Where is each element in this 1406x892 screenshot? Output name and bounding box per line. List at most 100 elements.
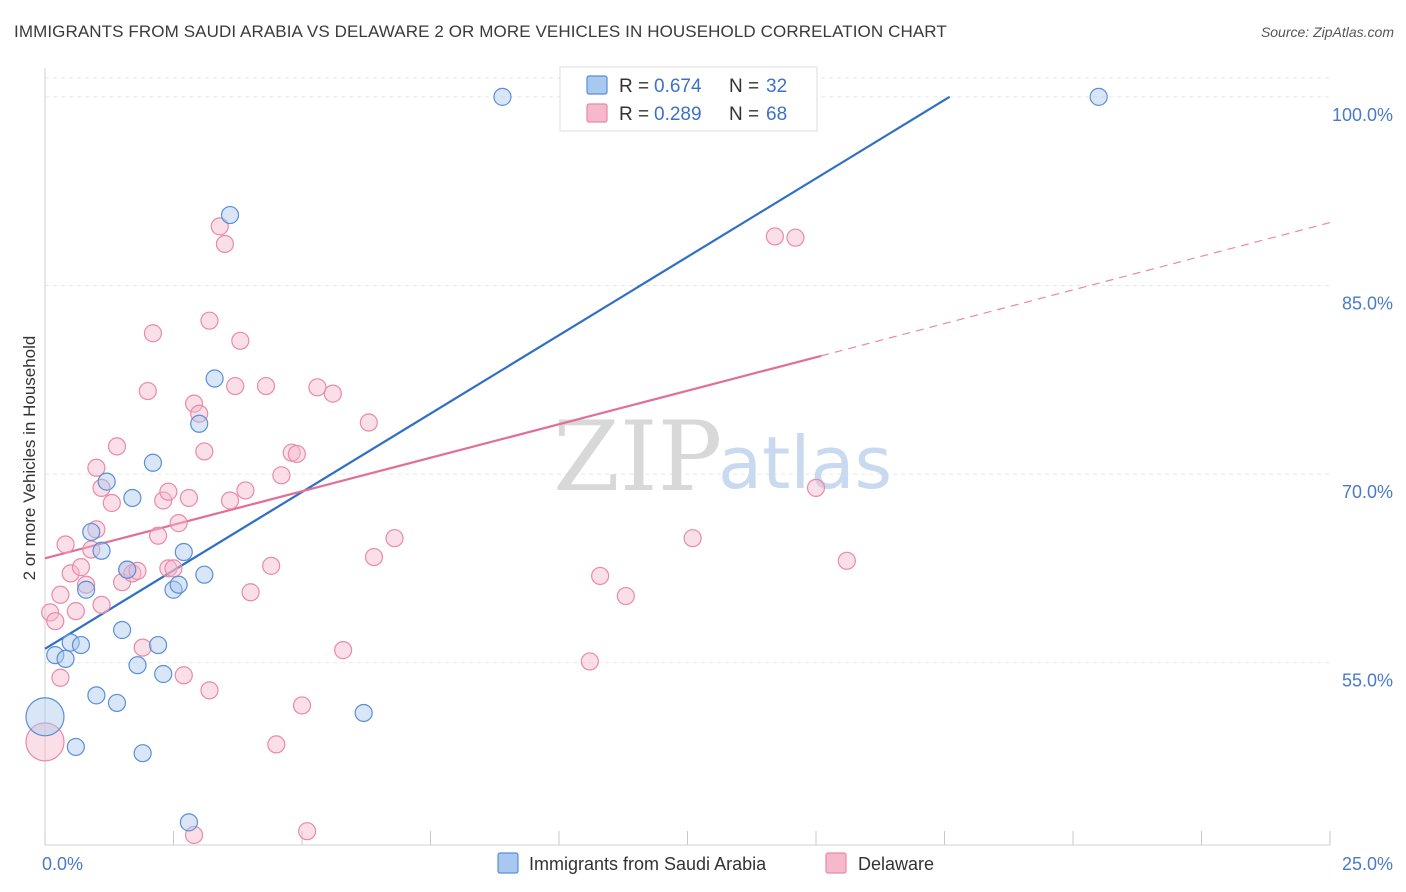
delaware-point [256,376,276,396]
x-tick-label: 25.0% [1342,854,1393,874]
saudi-arabia-point [77,580,96,599]
saudi-arabia-point [56,649,75,669]
saudi-arabia-point [107,693,127,713]
y-tick-label: 55.0% [1342,671,1393,691]
delaware-point [174,666,193,685]
delaware-point [148,526,168,545]
saudi-arabia-point [133,744,152,763]
delaware-point [200,681,219,700]
legend-r-label: R = [619,76,649,97]
y-tick-label: 70.0% [1342,482,1393,502]
delaware-point [159,482,178,501]
saudi-arabia-point [220,205,240,225]
delaware-point [241,583,260,602]
saudi-arabia-point [190,414,209,433]
saudi-arabia-point [1089,87,1108,106]
legend-r-label: R = [619,104,649,125]
legend-r-value: 0.289 [654,104,702,125]
legend-n-value: 68 [766,104,787,125]
saudi-arabia-point [118,560,137,579]
delaware-point [385,529,404,548]
legend-n-label: N = [729,104,759,125]
saudi-arabia-point [128,656,147,675]
delaware-point [25,722,65,762]
saudi-arabia-point [25,697,65,737]
delaware-point [220,491,240,510]
watermark: ZIP atlas [553,401,892,513]
source-credit: Source: ZipAtlas.com [1260,24,1394,40]
delaware-point [591,566,610,586]
watermark-zip: ZIP [553,401,722,513]
legend-swatch-delaware [825,852,847,874]
delaware-point [179,488,199,508]
delaware-point [786,228,805,247]
saudi-arabia-point [97,472,116,491]
axes [44,68,1331,846]
chart-title: IMMIGRANTS FROM SAUDI ARABIA VS DELAWARE… [14,22,947,41]
delaware-point [87,520,106,539]
saudi-arabia-point [195,565,214,584]
saudi-arabia-point [123,488,142,508]
legend-n-label: N = [729,76,759,97]
watermark-atlas: atlas [718,421,892,505]
legend-swatch-saudi-arabia [497,852,519,874]
delaware-point [226,376,245,396]
saudi-arabia-point [143,453,163,472]
delaware-point [133,638,152,657]
delaware-point [92,595,111,614]
trend-line-saudi-arabia [44,95,951,650]
saudi-arabia-point [174,542,193,562]
legend-label-delaware: Delaware [858,854,934,874]
delaware-point [51,668,70,687]
legend-label-saudi-arabia: Immigrants from Saudi Arabia [529,854,767,874]
saudi-arabia-point [66,737,85,757]
saudi-arabia-point [169,575,188,594]
delaware-point [41,603,60,622]
delaware-point [87,458,106,477]
y-tick-labels: 55.0% 70.0% 85.0% 100.0% [1332,105,1393,691]
delaware-point [287,444,306,464]
y-tick-label: 100.0% [1332,105,1393,125]
x-tick-labels: 0.0% 25.0% [42,854,1393,874]
legend-r-value: 0.674 [654,76,702,97]
saudi-arabia-point [112,620,132,640]
correlation-legend: R = 0.674 N = 32 R = 0.289 N = 68 [559,66,818,132]
y-axis-label: 2 or more Vehicles in Household [20,336,39,581]
delaware-point [236,481,255,500]
delaware-point [210,217,229,236]
delaware-point [107,437,127,456]
delaware-point [359,413,378,432]
delaware-point [102,493,121,513]
delaware-point [272,466,291,485]
grid-lines [45,77,1330,664]
saudi-arabia-point [87,686,106,705]
delaware-point [46,612,65,631]
saudi-arabia-point [92,541,111,560]
delaware-point [190,404,209,423]
saudi-arabia-point [46,646,65,665]
trend-lines [44,95,1331,650]
y-tick-label: 85.0% [1342,293,1393,313]
delaware-point [765,227,784,246]
saudi-arabia-point [82,522,101,542]
delaware-point [683,529,702,548]
saudi-arabia-point [354,703,373,723]
delaware-point [262,556,281,575]
saudi-arabia-points [25,87,1108,832]
delaware-point [215,234,234,254]
delaware-point [184,394,204,413]
saudi-arabia-point [154,664,173,684]
delaware-point [200,311,219,330]
delaware-point [66,602,85,621]
series-legend: Immigrants from Saudi Arabia Delaware [497,852,934,874]
delaware-point [292,696,312,715]
delaware-point [51,585,70,604]
delaware-point [323,384,342,403]
saudi-arabia-point [71,635,91,655]
saudi-arabia-point [493,87,512,106]
delaware-point [231,331,250,350]
x-tick-label: 0.0% [42,854,83,874]
delaware-point [806,478,826,498]
delaware-point [159,559,178,578]
